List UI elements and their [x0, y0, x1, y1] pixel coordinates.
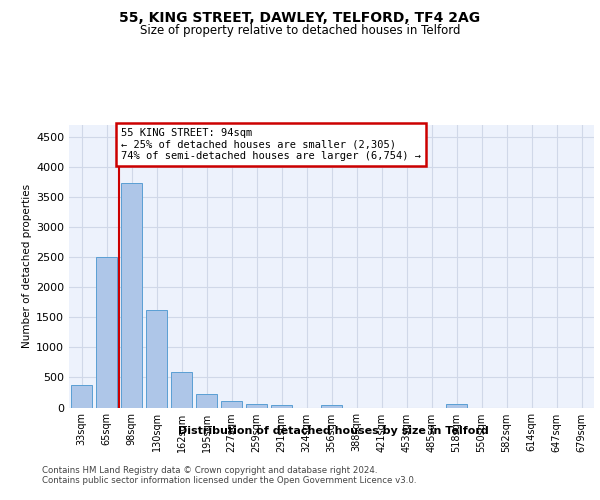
Bar	[146, 310, 167, 408]
Bar	[196, 394, 217, 407]
Text: Contains public sector information licensed under the Open Government Licence v3: Contains public sector information licen…	[42, 476, 416, 485]
Text: Contains HM Land Registry data © Crown copyright and database right 2024.: Contains HM Land Registry data © Crown c…	[42, 466, 377, 475]
Bar	[221, 402, 242, 407]
Bar	[321, 405, 342, 407]
Y-axis label: Number of detached properties: Number of detached properties	[22, 184, 32, 348]
Text: 55 KING STREET: 94sqm
← 25% of detached houses are smaller (2,305)
74% of semi-d: 55 KING STREET: 94sqm ← 25% of detached …	[121, 128, 421, 161]
Bar	[121, 184, 142, 408]
Bar	[171, 372, 192, 408]
Bar	[271, 405, 292, 407]
Bar	[446, 404, 467, 407]
Bar	[71, 386, 92, 407]
Text: 55, KING STREET, DAWLEY, TELFORD, TF4 2AG: 55, KING STREET, DAWLEY, TELFORD, TF4 2A…	[119, 11, 481, 25]
Text: Size of property relative to detached houses in Telford: Size of property relative to detached ho…	[140, 24, 460, 37]
Bar	[246, 404, 267, 407]
Text: Distribution of detached houses by size in Telford: Distribution of detached houses by size …	[178, 426, 488, 436]
Bar	[96, 257, 117, 408]
